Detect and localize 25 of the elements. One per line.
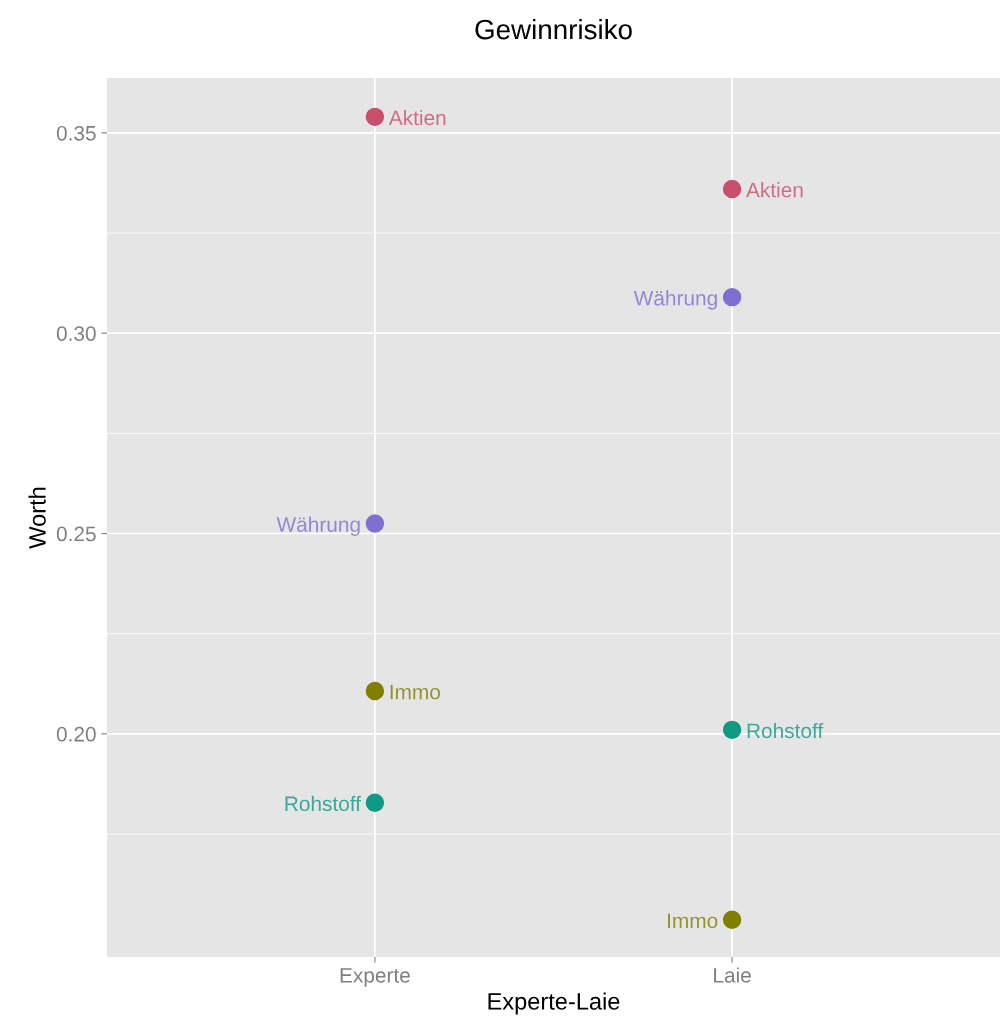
text: Rohstoff <box>747 722 824 739</box>
y-axis-title: Worth <box>28 487 46 549</box>
x-axis-title: Experte-Laie <box>488 992 620 1015</box>
y-tick-label: 0.20 <box>56 726 96 742</box>
series-label: Immo <box>668 913 718 929</box>
point <box>365 107 385 127</box>
point <box>722 720 742 740</box>
point <box>365 793 385 812</box>
point <box>365 514 385 533</box>
series-label: Währung <box>276 516 360 536</box>
text: Währung <box>633 290 717 310</box>
series-label: Aktien <box>746 182 803 198</box>
point <box>722 910 742 929</box>
y-tick-label: 0.30 <box>56 326 96 341</box>
text: Aktien <box>388 109 446 126</box>
chart-title: Gewinnrisiko <box>475 18 632 40</box>
point <box>722 179 742 199</box>
text: Immo <box>390 684 440 700</box>
y-tick-label: 0.35 <box>56 125 96 141</box>
series-label: Rohstoff <box>285 795 362 812</box>
point <box>365 681 385 701</box>
y-tick-label: 0.25 <box>56 526 96 542</box>
point <box>722 287 742 307</box>
x-tick-label: Experte <box>340 968 410 987</box>
x-tick-label: Laie <box>714 967 751 983</box>
